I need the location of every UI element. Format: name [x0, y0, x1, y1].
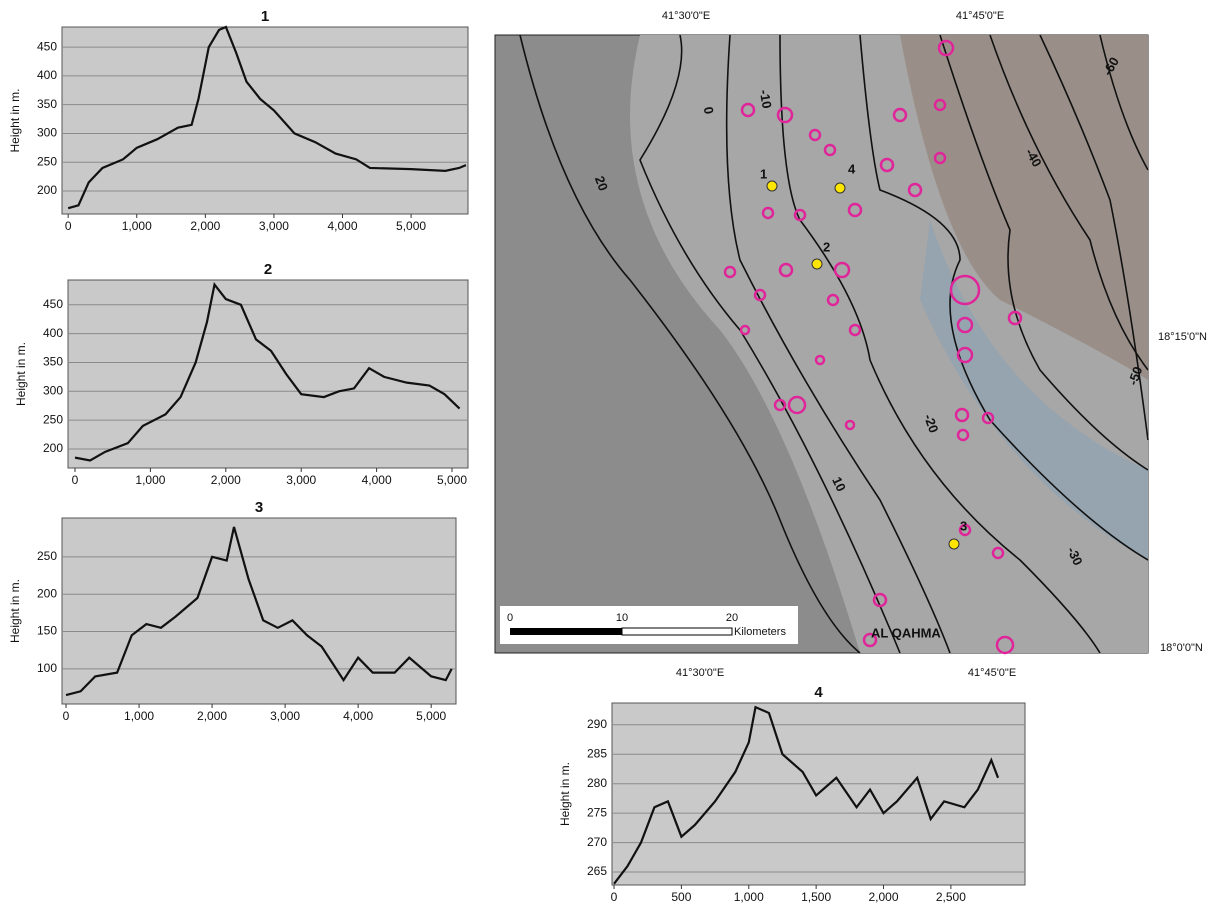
- longitude-label: 41°30'0"E: [676, 667, 724, 679]
- y-axis-label: Height in m.: [558, 762, 572, 826]
- y-tick-label: 250: [37, 549, 57, 563]
- point-label: 3: [960, 518, 967, 533]
- longitude-label: 41°30'0"E: [662, 10, 710, 22]
- y-axis-label: Height in m.: [8, 88, 22, 152]
- longitude-label: 41°45'0"E: [956, 10, 1004, 22]
- y-tick-label: 400: [37, 68, 57, 82]
- scale-label: 10: [616, 612, 628, 624]
- x-tick-label: 4,000: [362, 473, 392, 487]
- plot-area: [62, 27, 468, 214]
- scale-bar: [622, 628, 732, 635]
- latitude-label: 18°15'0"N: [1158, 331, 1207, 343]
- y-tick-label: 250: [43, 412, 63, 426]
- figure: 1 2 3 4 20 0 -10 10 -20 -30 -40 -60 -50 …: [0, 0, 1225, 912]
- y-tick-label: 200: [43, 441, 63, 455]
- y-tick-label: 275: [587, 805, 607, 819]
- x-tick-label: 4,000: [343, 709, 373, 723]
- chart-title: 1: [261, 8, 269, 25]
- x-tick-label: 0: [65, 219, 72, 233]
- scale-label: 0: [507, 612, 513, 624]
- y-axis-label: Height in m.: [8, 579, 22, 643]
- x-tick-label: 3,000: [270, 709, 300, 723]
- y-tick-label: 270: [587, 835, 607, 849]
- y-tick-label: 350: [43, 355, 63, 369]
- x-tick-label: 2,000: [868, 890, 898, 904]
- x-tick-label: 2,000: [197, 709, 227, 723]
- x-tick-label: 500: [671, 890, 691, 904]
- x-tick-label: 5,000: [437, 473, 467, 487]
- x-tick-label: 2,000: [211, 473, 241, 487]
- x-tick-label: 0: [72, 473, 79, 487]
- longitude-label: 41°45'0"E: [968, 667, 1016, 679]
- y-tick-label: 200: [37, 183, 57, 197]
- chart-title: 2: [264, 261, 272, 278]
- y-tick-label: 450: [43, 297, 63, 311]
- point-label: 1: [760, 166, 767, 181]
- scale-label: Kilometers: [734, 626, 786, 638]
- y-tick-label: 100: [37, 661, 57, 675]
- y-tick-label: 400: [43, 326, 63, 340]
- chart-title: 3: [255, 499, 263, 516]
- scale-bar: [510, 628, 622, 635]
- point-label: 2: [823, 239, 830, 254]
- x-tick-label: 1,000: [122, 219, 152, 233]
- y-tick-label: 265: [587, 864, 607, 878]
- y-axis-label: Height in m.: [14, 342, 28, 406]
- chart-title: 4: [814, 684, 823, 701]
- y-tick-label: 250: [37, 154, 57, 168]
- x-tick-label: 4,000: [327, 219, 357, 233]
- x-tick-label: 3,000: [259, 219, 289, 233]
- x-tick-label: 1,000: [124, 709, 154, 723]
- scale-label: 20: [726, 612, 738, 624]
- y-tick-label: 150: [37, 624, 57, 638]
- x-tick-label: 5,000: [416, 709, 446, 723]
- y-tick-label: 290: [587, 717, 607, 731]
- plot-area: [68, 280, 468, 468]
- x-tick-label: 1,000: [734, 890, 764, 904]
- latitude-label: 18°0'0"N: [1160, 642, 1203, 654]
- y-tick-label: 280: [587, 776, 607, 790]
- x-tick-label: 2,500: [936, 890, 966, 904]
- y-tick-label: 450: [37, 39, 57, 53]
- x-tick-label: 1,500: [801, 890, 831, 904]
- x-tick-label: 3,000: [286, 473, 316, 487]
- map: 1 2 3 4 20 0 -10 10 -20 -30 -40 -60 -50 …: [495, 10, 1207, 679]
- y-tick-label: 350: [37, 97, 57, 111]
- y-tick-label: 200: [37, 586, 57, 600]
- place-label: AL QAHMA: [871, 625, 941, 640]
- page: 1 2 3 4 20 0 -10 10 -20 -30 -40 -60 -50 …: [0, 0, 1225, 917]
- y-tick-label: 300: [43, 383, 63, 397]
- x-tick-label: 1,000: [135, 473, 165, 487]
- y-tick-label: 300: [37, 126, 57, 140]
- x-tick-label: 0: [63, 709, 70, 723]
- x-tick-label: 0: [611, 890, 618, 904]
- x-tick-label: 5,000: [396, 219, 426, 233]
- point-label: 4: [848, 161, 856, 176]
- x-tick-label: 2,000: [190, 219, 220, 233]
- y-tick-label: 285: [587, 746, 607, 760]
